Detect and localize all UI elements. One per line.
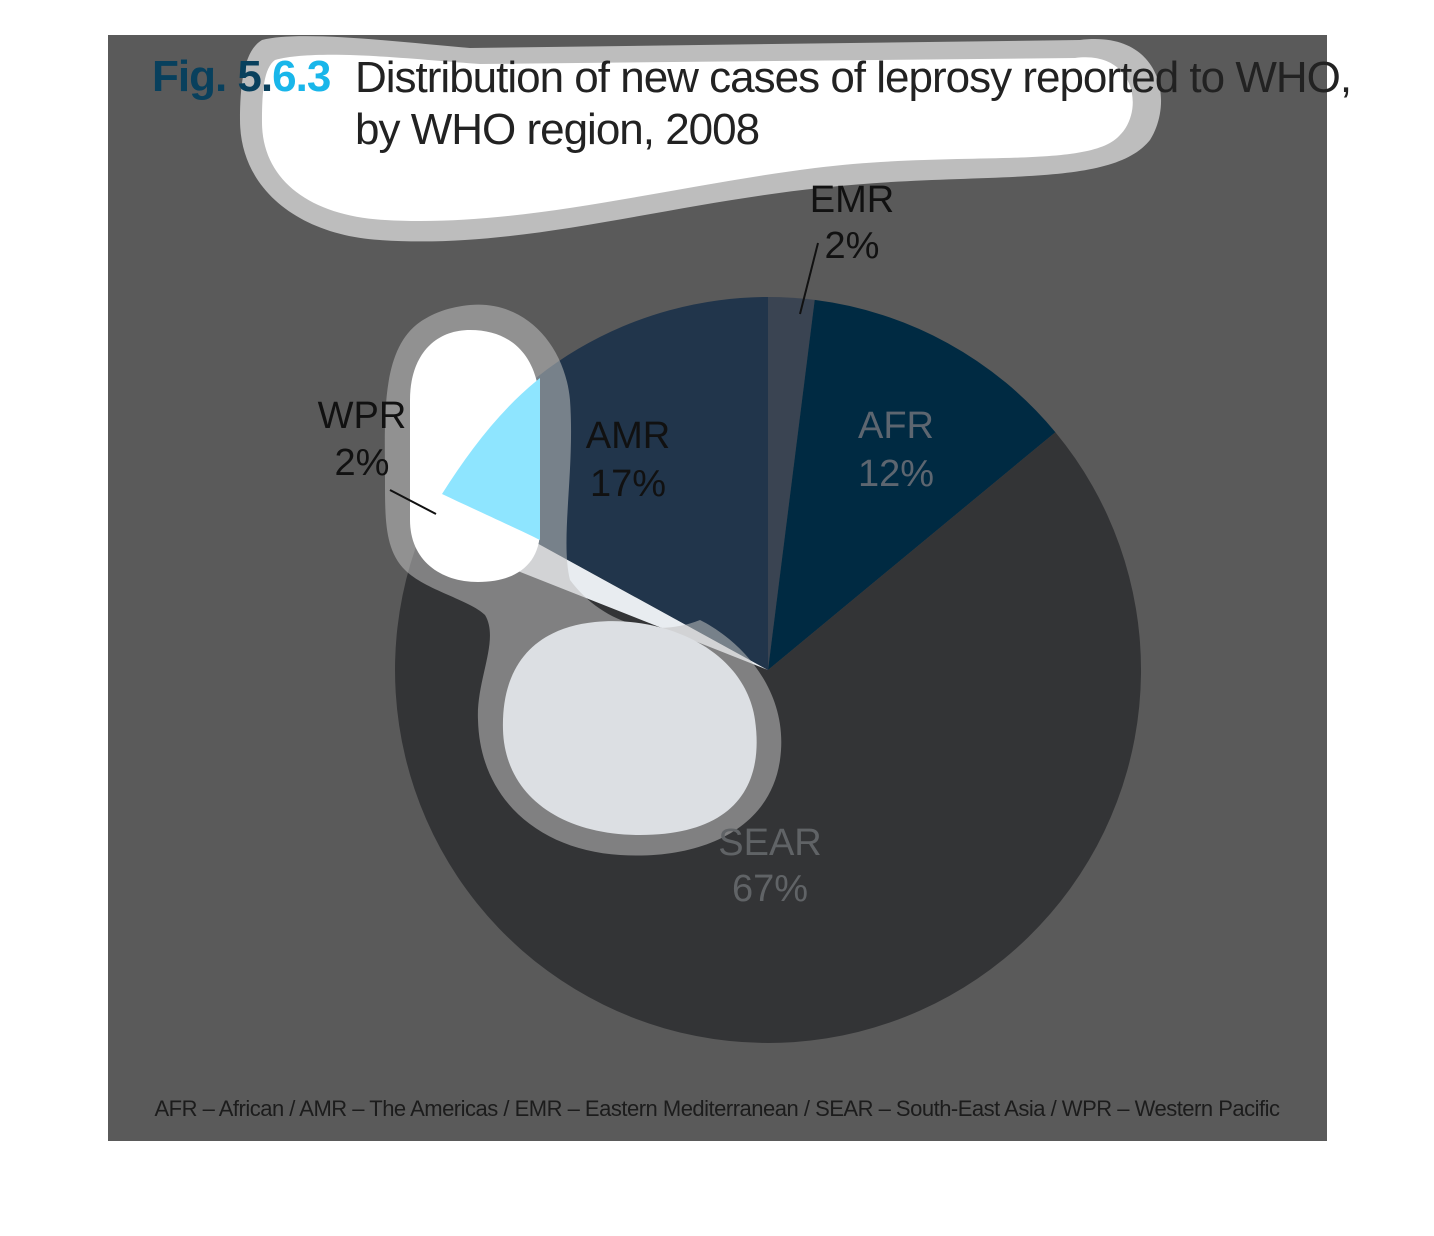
overlay-blob-top-inner bbox=[262, 54, 1133, 222]
slice-value-amr: 17% bbox=[590, 463, 666, 505]
slice-value-wpr: 2% bbox=[335, 442, 390, 484]
leader-line-emr bbox=[799, 242, 819, 315]
figure-title: Distribution of new cases of leprosy rep… bbox=[355, 52, 1352, 156]
slice-value-emr: 2% bbox=[825, 225, 880, 267]
slice-label-emr: EMR bbox=[810, 179, 894, 221]
slice-label-wpr: WPR bbox=[318, 395, 407, 437]
pie-slice-emr bbox=[768, 296, 815, 670]
region-abbreviation-footnote: AFR – African / AMR – The Americas / EMR… bbox=[154, 1096, 1280, 1121]
slice-label-amr: AMR bbox=[586, 415, 670, 457]
overlay-amr-tint bbox=[442, 378, 540, 540]
figure-title-line1: Distribution of new cases of leprosy rep… bbox=[355, 53, 1352, 102]
slice-value-afr: 12% bbox=[858, 453, 934, 495]
figure-title-line2: by WHO region, 2008 bbox=[355, 105, 760, 154]
pie-slice-afr bbox=[768, 299, 1056, 670]
slice-label-sear: SEAR bbox=[718, 822, 821, 864]
overlay-blob-left-lower bbox=[502, 621, 757, 835]
figure-number: Fig. 5.6.3 bbox=[152, 52, 331, 101]
leader-line-wpr bbox=[389, 489, 437, 515]
slice-label-afr: AFR bbox=[858, 405, 934, 447]
slice-value-sear: 67% bbox=[732, 868, 808, 910]
